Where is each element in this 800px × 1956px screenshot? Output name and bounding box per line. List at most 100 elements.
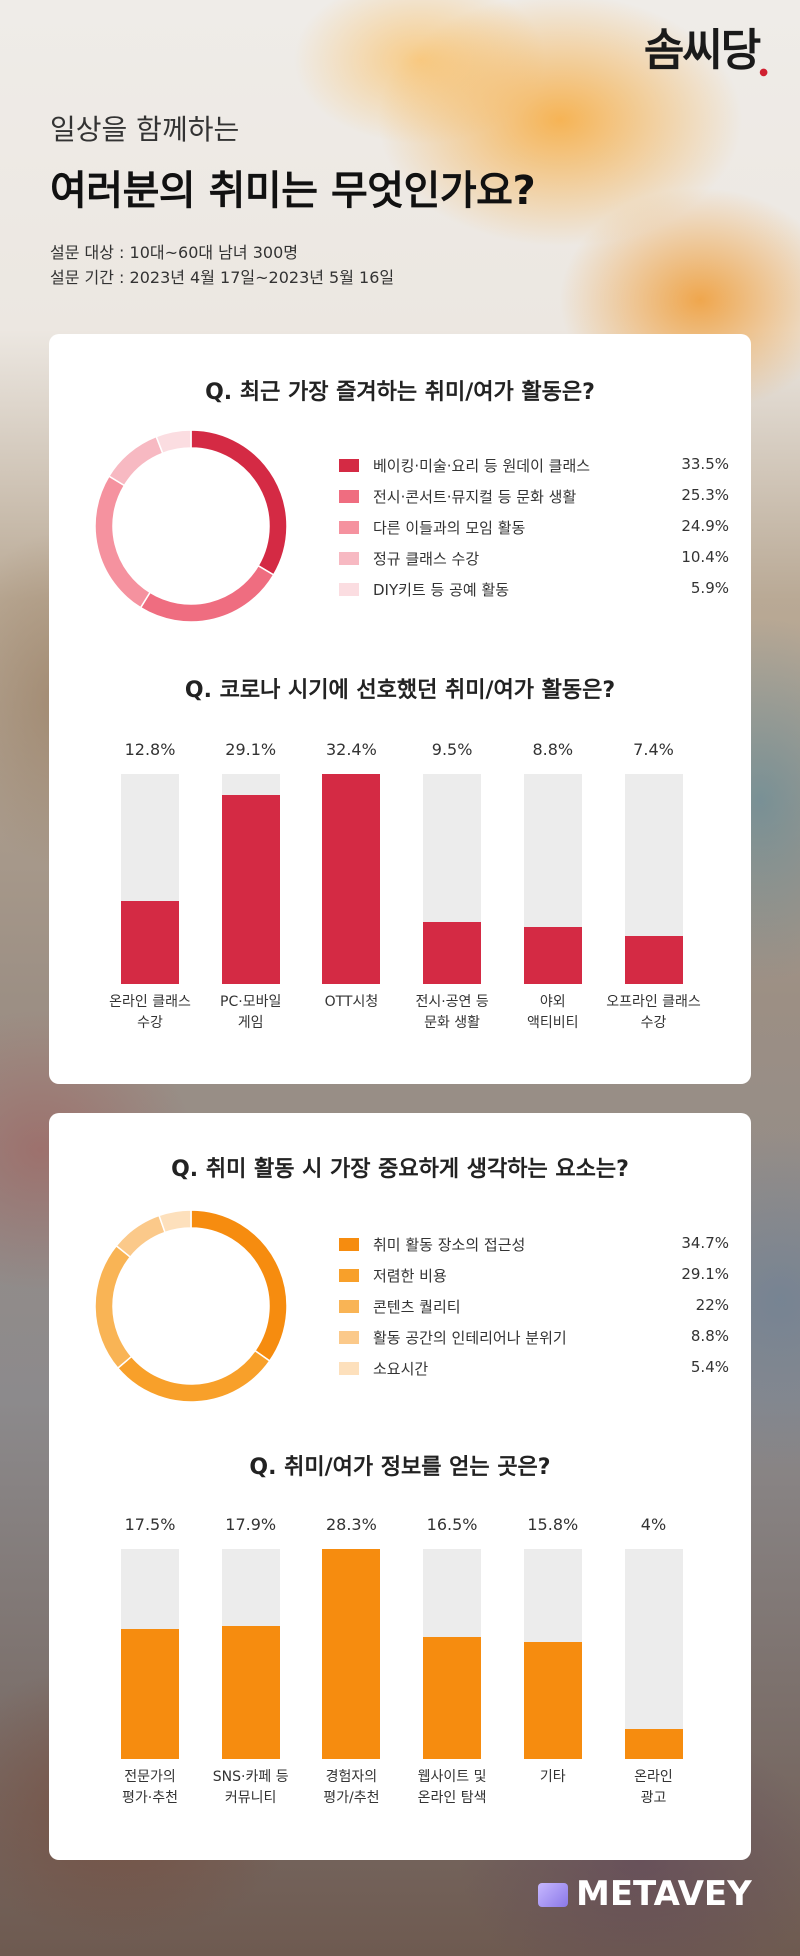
legend-item: DIY키트 등 공예 활동 5.9%: [339, 579, 729, 610]
bar: [523, 1641, 582, 1759]
page-subtitle: 일상을 함께하는: [50, 113, 240, 146]
survey-card-1: Q. 최근 가장 즐겨하는 취미/여가 활동은? 베이킹·미술·요리 등 원데이…: [49, 334, 751, 1084]
brand-logo: 솜씨당●: [643, 25, 768, 78]
donut-slice: [155, 429, 192, 455]
bar-track: [221, 1549, 280, 1759]
donut-slice: [116, 1349, 271, 1403]
legend-swatch: [339, 1269, 359, 1282]
legend-item: 활동 공간의 인테리어나 분위기 8.8%: [339, 1327, 729, 1358]
survey-info: 설문 대상 : 10대~60대 남녀 300명 설문 기간 : 2023년 4월…: [50, 240, 394, 290]
bar-track: [624, 774, 683, 984]
legend-item: 저렴한 비용 29.1%: [339, 1265, 729, 1296]
donut-slice: [190, 1209, 288, 1362]
bar-track: [121, 1549, 179, 1759]
bar: [322, 774, 381, 984]
legend-item: 소요시간 5.4%: [339, 1358, 729, 1389]
donut-slice: [190, 429, 288, 576]
legend-value: 5.9%: [690, 579, 729, 597]
bar: [221, 795, 280, 984]
survey-target: 설문 대상 : 10대~60대 남녀 300명: [50, 243, 298, 262]
question-4-title: Q. 취미/여가 정보를 얻는 곳은?: [249, 1455, 551, 1480]
legend-swatch: [339, 583, 359, 596]
legend-value: 8.8%: [690, 1327, 729, 1345]
bar-category-label: OTT시청: [324, 994, 379, 1010]
bar: [121, 901, 179, 984]
bar-category-label: SNS·카페 등 커뮤니티: [212, 1769, 289, 1806]
legend-label: 취미 활동 장소의 접근성: [373, 1236, 526, 1254]
legend-label: 베이킹·미술·요리 등 원데이 클래스: [373, 457, 591, 475]
bar-value-label: 15.8%: [527, 1515, 579, 1534]
legend-label: 활동 공간의 인테리어나 분위기: [373, 1329, 567, 1347]
bar-value-label: 16.5%: [426, 1515, 478, 1534]
bar-track: [523, 774, 582, 984]
bar-track: [322, 1549, 381, 1759]
legend-value: 22%: [695, 1296, 729, 1314]
survey-card-2: Q. 취미 활동 시 가장 중요하게 생각하는 요소는? 취미 활동 장소의 접…: [49, 1113, 751, 1860]
bar-category-label: 온라인 광고: [634, 1769, 673, 1806]
donut-slice: [94, 1244, 133, 1370]
legend-value: 24.9%: [681, 517, 729, 535]
legend-item: 콘텐츠 퀄리티 22%: [339, 1296, 729, 1327]
legend-swatch: [339, 490, 359, 503]
donut-chart-important-factor: [94, 1209, 288, 1403]
bar-value-label: 32.4%: [325, 740, 377, 759]
bar-category-label: 전문가의 평가·추천: [122, 1769, 178, 1806]
legend-item: 다른 이들과의 모임 활동 24.9%: [339, 517, 729, 548]
legend-value: 29.1%: [681, 1265, 729, 1283]
bar-track: [322, 774, 381, 984]
legend-label: 정규 클래스 수강: [373, 550, 480, 568]
bar-chart-info-source: 17.5% 전문가의 평가·추천 17.9% SNS·카페 등 커뮤니티 28.3% 경험…: [49, 1515, 751, 1815]
question-2-title: Q. 코로나 시기에 선호했던 취미/여가 활동은?: [184, 678, 616, 703]
bar-chart-covid-hobby: 12.8% 온라인 클래스 수강 29.1% PC·모바일 게임 32.4% OTT시청 9…: [49, 740, 751, 1040]
bar-category-label: 야외 액티비티: [527, 994, 579, 1031]
bar: [423, 922, 482, 984]
bar: [322, 1549, 381, 1759]
survey-period: 설문 기간 : 2023년 4월 17일~2023년 5월 16일: [50, 268, 395, 287]
bar: [624, 936, 683, 984]
question-3-title: Q. 취미 활동 시 가장 중요하게 생각하는 요소는?: [171, 1157, 629, 1182]
bar-track: [523, 1549, 582, 1759]
bar-value-label: 28.3%: [325, 1515, 377, 1534]
bar-track: [423, 1549, 482, 1759]
metavey-logo-icon: [538, 1883, 568, 1907]
donut-slice: [115, 1214, 166, 1259]
bar-track: [423, 774, 482, 984]
bar-category-label: 온라인 클래스 수강: [109, 994, 191, 1031]
bar-value-label: 17.5%: [124, 1515, 176, 1534]
donut-slice: [158, 1209, 192, 1234]
footer-brand: METAVEY: [538, 1874, 752, 1914]
legend-item: 취미 활동 장소의 접근성 34.7%: [339, 1234, 729, 1265]
legend-label: 전시·콘서트·뮤지컬 등 문화 생활: [373, 488, 577, 506]
bar-category-label: 경험자의 평가/추천: [323, 1769, 380, 1806]
donut-slice: [107, 435, 164, 487]
legend-item: 베이킹·미술·요리 등 원데이 클래스 33.5%: [339, 455, 729, 486]
bar-category-label: 전시·공연 등 문화 생활: [415, 994, 489, 1031]
legend-swatch: [339, 552, 359, 565]
donut-chart-recent-hobby: [94, 429, 288, 623]
bar: [423, 1636, 482, 1759]
donut-slice: [94, 475, 152, 609]
legend-important-factor: 취미 활동 장소의 접근성 34.7% 저렴한 비용 29.1% 콘텐츠 퀄리티 22% 활…: [339, 1234, 729, 1389]
bar-category-label: 오프라인 클래스 수강: [606, 994, 701, 1031]
legend-value: 34.7%: [681, 1234, 729, 1252]
bar-track: [121, 774, 179, 984]
legend-value: 5.4%: [690, 1358, 729, 1376]
legend-swatch: [339, 521, 359, 534]
bar: [523, 926, 582, 984]
bar: [221, 1626, 280, 1759]
legend-item: 전시·콘서트·뮤지컬 등 문화 생활 25.3%: [339, 486, 729, 517]
legend-swatch: [339, 1362, 359, 1375]
legend-label: 저렴한 비용: [373, 1267, 447, 1285]
question-1-title: Q. 최근 가장 즐겨하는 취미/여가 활동은?: [205, 380, 595, 405]
legend-swatch: [339, 1238, 359, 1251]
bar-track: [624, 1549, 683, 1759]
legend-label: 콘텐츠 퀄리티: [373, 1298, 461, 1316]
legend-recent-hobby: 베이킹·미술·요리 등 원데이 클래스 33.5% 전시·콘서트·뮤지컬 등 문화 …: [339, 455, 729, 610]
bar-value-label: 4%: [640, 1515, 667, 1534]
bar-value-label: 17.9%: [225, 1515, 277, 1534]
bar: [121, 1629, 179, 1759]
bar-value-label: 29.1%: [225, 740, 277, 759]
donut-slice: [139, 564, 275, 623]
bar-value-label: 8.8%: [532, 740, 574, 759]
bar-category-label: 기타: [539, 1769, 566, 1785]
